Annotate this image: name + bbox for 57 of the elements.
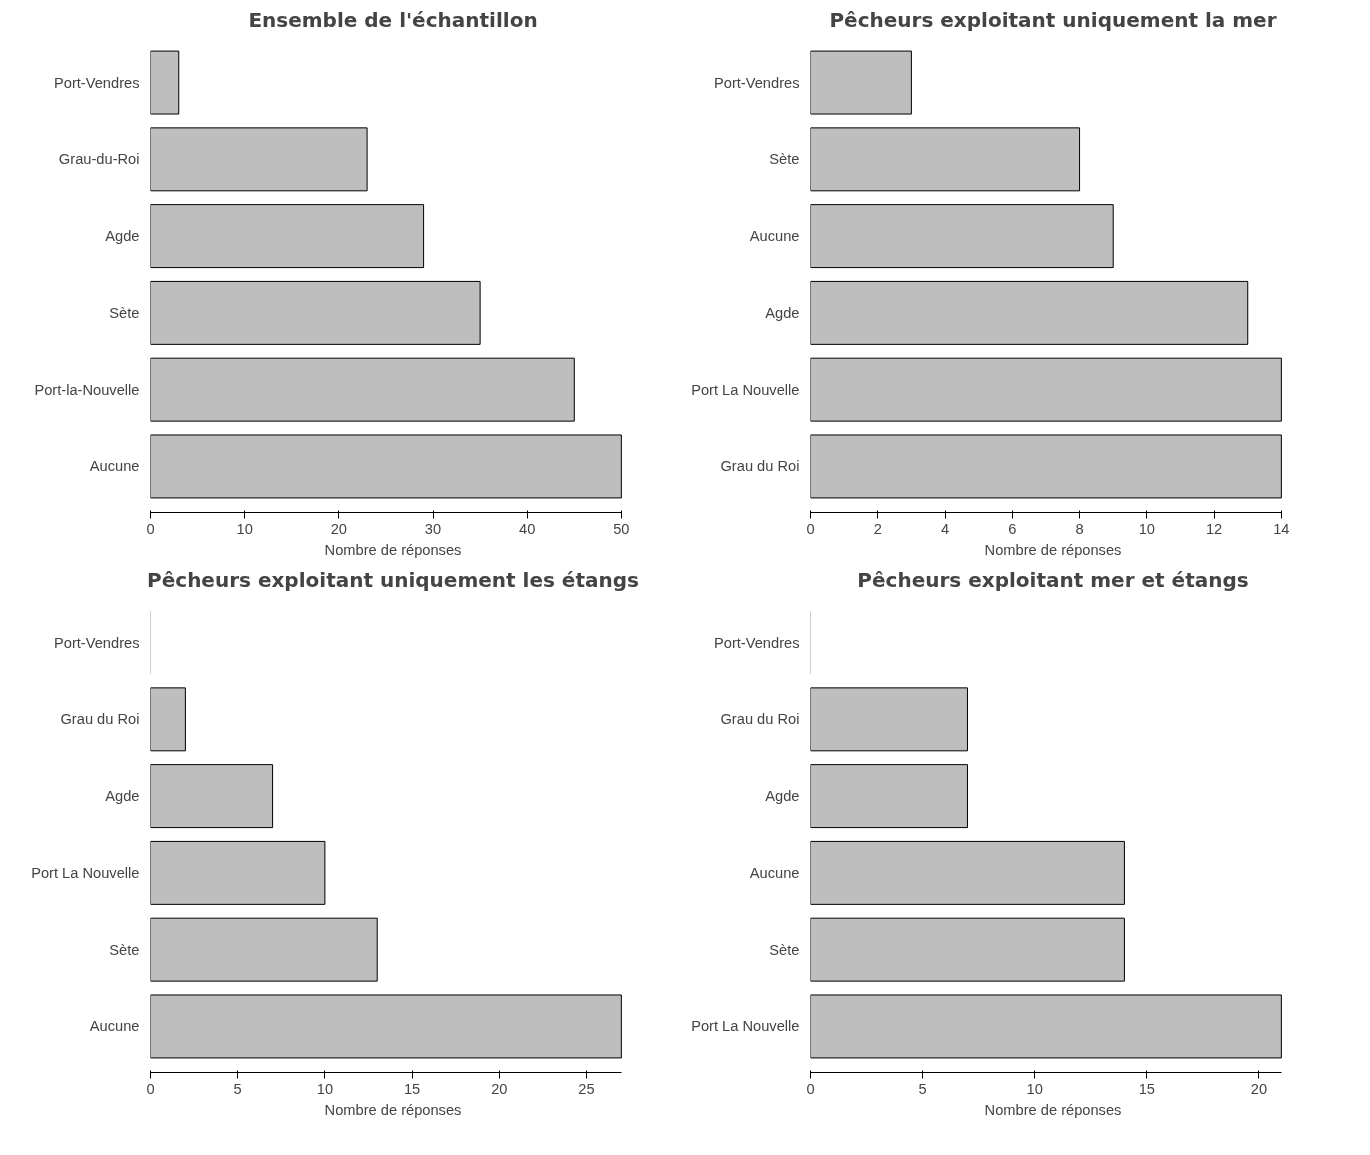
x-tick-label: 10 [316, 1080, 334, 1097]
y-tick-label: Sète [769, 941, 800, 958]
x-tick-label: 50 [613, 520, 630, 537]
y-tick-label: Grau du Roi [60, 711, 140, 728]
y-tick-label: Aucune [749, 228, 800, 245]
x-tick-label: 5 [233, 1080, 242, 1097]
x-tick-label: 10 [1026, 1080, 1043, 1097]
x-tick-label: 0 [806, 520, 815, 537]
x-tick-label: 2 [873, 520, 882, 537]
x-tick-label: 30 [424, 520, 442, 537]
y-tick-label: Agde [105, 788, 140, 805]
x-tick-label: 14 [1273, 520, 1290, 537]
x-tick-label: 8 [1075, 520, 1084, 537]
chart-title: Pêcheurs exploitant mer et étangs [857, 567, 1249, 592]
y-tick-label: Sète [109, 304, 140, 321]
x-tick-label: 5 [918, 1080, 927, 1097]
x-tick-label: 20 [1250, 1080, 1268, 1097]
y-tick-label: Agde [765, 788, 800, 805]
x-axis-title: Nombre de réponses [324, 541, 462, 558]
chart-title: Pêcheurs exploitant uniquement la mer [829, 7, 1277, 32]
y-tick-label: Port-Vendres [53, 74, 140, 91]
y-tick-label: Grau du Roi [720, 458, 800, 475]
y-tick-label: Grau du Roi [720, 711, 800, 728]
x-tick-label: 12 [1205, 520, 1223, 537]
y-tick-label: Grau-du-Roi [58, 151, 140, 168]
y-tick-label: Aucune [89, 458, 140, 475]
y-tick-label: Agde [105, 228, 140, 245]
x-tick-label: 15 [403, 1080, 421, 1097]
x-tick-label: 20 [330, 520, 348, 537]
x-tick-label: 25 [578, 1080, 595, 1097]
y-tick-label: Port La Nouvelle [691, 1018, 800, 1035]
x-tick-label: 0 [146, 520, 155, 537]
y-tick-label: Port-Vendres [713, 74, 800, 91]
y-tick-label: Aucune [749, 864, 800, 881]
y-tick-label: Port-Vendres [713, 634, 800, 651]
y-tick-label: Port-Vendres [53, 634, 140, 651]
y-tick-label: Sète [769, 151, 800, 168]
y-tick-label: Sète [109, 941, 140, 958]
x-axis-title: Nombre de réponses [984, 541, 1122, 558]
x-tick-label: 4 [940, 520, 950, 537]
x-axis-title: Nombre de réponses [984, 1101, 1122, 1118]
x-tick-label: 20 [491, 1080, 508, 1097]
y-tick-label: Aucune [89, 1018, 140, 1035]
x-tick-label: 40 [519, 520, 536, 537]
x-tick-label: 15 [1138, 1080, 1155, 1097]
y-tick-label: Agde [765, 304, 800, 321]
x-axis-title: Nombre de réponses [324, 1101, 462, 1118]
y-tick-label: Port-la-Nouvelle [34, 381, 140, 398]
x-tick-label: 0 [806, 1080, 815, 1097]
y-tick-label: Port La Nouvelle [31, 864, 140, 881]
x-tick-label: 0 [146, 1080, 155, 1097]
x-tick-label: 6 [1008, 520, 1017, 537]
chart-title: Ensemble de l'échantillon [248, 7, 538, 32]
x-tick-label: 10 [1138, 520, 1155, 537]
x-tick-label: 10 [236, 520, 253, 537]
chart-title: Pêcheurs exploitant uniquement les étangs [147, 567, 639, 592]
y-tick-label: Port La Nouvelle [691, 381, 800, 398]
